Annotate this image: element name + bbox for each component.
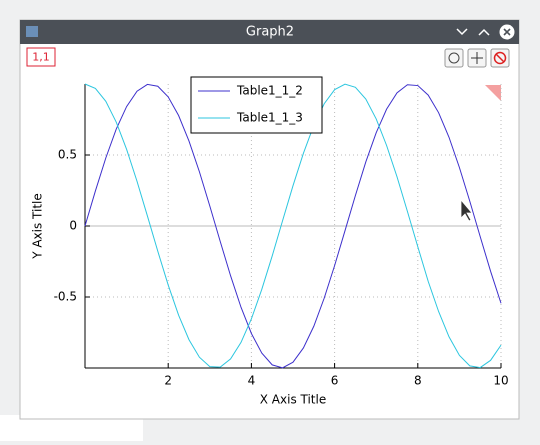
maximize-button[interactable] [478,28,490,36]
minimize-button[interactable] [456,28,468,36]
add-icon [471,52,483,64]
rescale-button[interactable] [444,48,464,68]
plot: 2 4 6 8 10 -0.5 0 0.5 X Axis Title Y Axis Title Ta… [31,76,509,407]
window-title: Graph2 [246,25,294,40]
data-line [84,83,502,369]
y-tick-label: -0.5 [54,290,77,304]
layer-button[interactable] [26,47,56,67]
x-tick-label: 2 [164,374,172,388]
x-tick-label: 4 [248,374,256,388]
layer-label: 1,1 [32,51,50,64]
x-axis-title: X Axis Title [260,393,326,407]
x-tick-label: 10 [493,374,508,388]
x-tick-label: 6 [331,374,339,388]
mouse-cursor [460,198,473,222]
legend-label: Table1_1_3 [236,111,303,125]
y-tick-label: 0.5 [58,148,77,162]
y-tick-label: 0 [69,219,77,233]
title-bar [20,20,519,44]
y-axis-title: Y Axis Title [31,193,45,260]
corner-marker [485,85,501,101]
window-icon [26,26,38,37]
legend-label: Table1_1_2 [236,84,303,98]
remove-icon [493,51,507,65]
x-tick-label: 8 [414,374,422,388]
close-icon [503,28,511,36]
data-line [84,83,502,369]
remove-icon-bar [495,53,505,63]
legend [190,76,323,134]
rescale-icon [448,52,460,64]
